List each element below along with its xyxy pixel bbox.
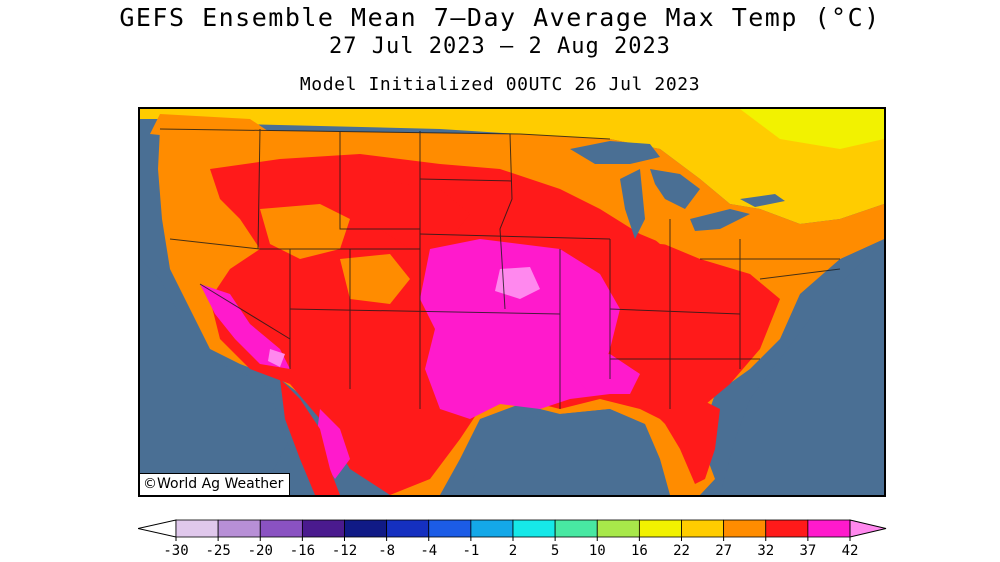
colorbar-tick-label: -4 [420,543,437,559]
colorbar-swatch [555,520,597,537]
colorbar-swatch [597,520,639,537]
temperature-colorbar: -30 -25 -20 -16 -12 -8 -4 -1 2 5 10 16 22 27 32 37 42 [138,516,888,562]
colorbar-swatch [724,520,766,537]
colorbar-tick-label: 42 [842,543,859,559]
colorbar-tick-label: -20 [248,543,273,559]
colorbar-tick-label: 16 [631,543,648,559]
colorbar-tick-label: -30 [163,543,188,559]
colorbar-swatch [808,520,850,537]
colorbar-swatch [260,520,302,537]
colorbar-swatch [302,520,344,537]
colorbar-tick-label: 32 [757,543,774,559]
colorbar-swatch [682,520,724,537]
colorbar-tick-label: 27 [715,543,732,559]
colorbar-tick-label: 5 [551,543,559,559]
colorbar-tick-label: 10 [589,543,606,559]
map-title: GEFS Ensemble Mean 7–Day Average Max Tem… [0,3,1000,33]
colorbar-swatch [218,520,260,537]
colorbar-swatch [639,520,681,537]
copyright-credit: ©World Ag Weather [140,473,290,495]
colorbar-tick-label: -1 [462,543,479,559]
colorbar-tick-label: -12 [332,543,357,559]
date-range-subtitle: 27 Jul 2023 – 2 Aug 2023 [0,33,1000,61]
colorbar-tick-label: -25 [205,543,230,559]
colorbar-tick-label: -8 [378,543,395,559]
colorbar-swatch [766,520,808,537]
colorbar-swatch [176,520,218,537]
colorbar-tick-label: 22 [673,543,690,559]
colorbar-over-arrow [850,520,886,537]
temperature-map: ©World Ag Weather [138,107,886,497]
colorbar-swatch [429,520,471,537]
colorbar-tick-label: 2 [509,543,517,559]
colorbar-swatch [513,520,555,537]
colorbar-swatch [471,520,513,537]
model-init-label: Model Initialized 00UTC 26 Jul 2023 [0,73,1000,97]
colorbar-tick-label: -16 [290,543,315,559]
colorbar-swatch [387,520,429,537]
colorbar-tick-label: 37 [799,543,816,559]
colorbar-under-arrow [138,520,176,537]
colorbar-swatch [345,520,387,537]
